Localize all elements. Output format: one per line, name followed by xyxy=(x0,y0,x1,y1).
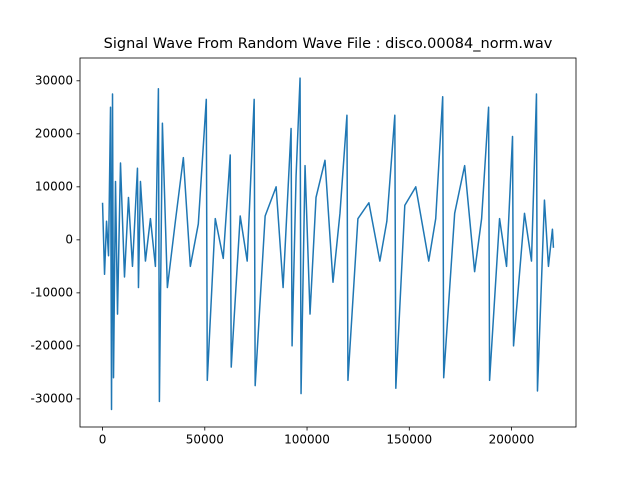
y-tick-label: -10000 xyxy=(30,285,73,299)
x-tick-label: 200000 xyxy=(489,433,535,447)
chart-title: Signal Wave From Random Wave File : disc… xyxy=(104,36,553,52)
plot-area xyxy=(101,77,555,411)
y-tick-label: -30000 xyxy=(30,391,73,405)
axes-frame xyxy=(79,57,577,428)
y-tick-label: 0 xyxy=(65,232,73,246)
y-tick-label: 30000 xyxy=(35,73,73,87)
signal-line xyxy=(101,77,555,411)
x-tick-label: 100000 xyxy=(284,433,330,447)
y-tick-label: 10000 xyxy=(35,179,73,193)
y-tick-label: -20000 xyxy=(30,338,73,352)
x-tick-label: 0 xyxy=(99,433,107,447)
y-tick-label: 20000 xyxy=(35,126,73,140)
x-tick-label: 50000 xyxy=(186,433,224,447)
x-tick-label: 150000 xyxy=(386,433,432,447)
